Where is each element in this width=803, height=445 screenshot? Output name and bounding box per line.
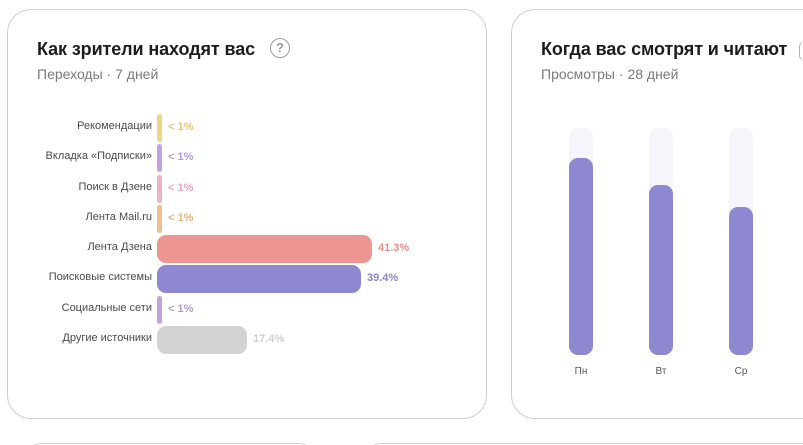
view-times-card: Когда вас смотрят и читают Просмотры · 2… (511, 9, 803, 419)
source-row[interactable]: Лента Mail.ru < 1% (8, 205, 488, 233)
source-bar[interactable] (157, 296, 162, 324)
source-value: < 1% (168, 303, 194, 315)
source-row[interactable]: Вкладка «Подписки» < 1% (8, 144, 488, 172)
source-label: Вкладка «Подписки» (45, 150, 152, 162)
source-row[interactable]: Рекомендации < 1% (8, 114, 488, 142)
source-row[interactable]: Социальные сети < 1% (8, 296, 488, 324)
source-label: Поисковые системы (48, 271, 152, 283)
card-subtitle: Переходы · 7 дней (37, 66, 159, 82)
help-icon[interactable]: ? (270, 38, 290, 58)
source-bar[interactable] (157, 114, 162, 142)
source-label: Лента Дзена (87, 241, 152, 253)
bar-fill[interactable] (569, 158, 593, 355)
source-label: Социальные сети (61, 302, 152, 314)
source-value: 41.3% (378, 242, 410, 254)
source-row[interactable]: Лента Дзена 41.3% (8, 235, 488, 263)
source-bar[interactable] (157, 144, 162, 172)
source-bar[interactable] (157, 235, 372, 263)
source-value: 39.4% (367, 272, 399, 284)
weekday-column[interactable]: Ср (729, 128, 753, 377)
source-bar[interactable] (157, 265, 361, 293)
source-value: < 1% (168, 212, 194, 224)
source-row[interactable]: Поисковые системы 39.4% (8, 265, 488, 293)
weekday-column[interactable]: Вт (649, 128, 673, 377)
source-value: < 1% (168, 121, 194, 133)
weekday-label: Вт (655, 366, 667, 377)
source-label: Другие источники (62, 332, 152, 344)
source-bar[interactable] (157, 205, 162, 233)
weekday-label: Ср (734, 366, 748, 377)
source-row[interactable]: Другие источники 17.4% (8, 326, 488, 354)
source-bar[interactable] (157, 326, 247, 354)
source-bar[interactable] (157, 175, 162, 203)
source-label: Поиск в Дзене (78, 181, 152, 193)
card-title: Как зрители находят вас (37, 39, 256, 59)
help-icon[interactable] (799, 41, 803, 61)
source-label: Рекомендации (77, 120, 152, 132)
source-value: < 1% (168, 151, 194, 163)
weekday-column[interactable]: Пн (569, 128, 593, 377)
traffic-sources-card: Как зрители находят вас ? Переходы · 7 д… (7, 9, 487, 419)
weekday-label: Пн (574, 366, 588, 377)
source-label: Лента Mail.ru (85, 211, 152, 223)
card-title: Когда вас смотрят и читают (541, 39, 788, 59)
card-subtitle: Просмотры · 28 дней (541, 66, 679, 82)
source-row[interactable]: Поиск в Дзене < 1% (8, 175, 488, 203)
source-value: < 1% (168, 182, 194, 194)
source-value: 17.4% (253, 333, 285, 345)
bar-fill[interactable] (729, 207, 753, 355)
bar-fill[interactable] (649, 185, 673, 355)
